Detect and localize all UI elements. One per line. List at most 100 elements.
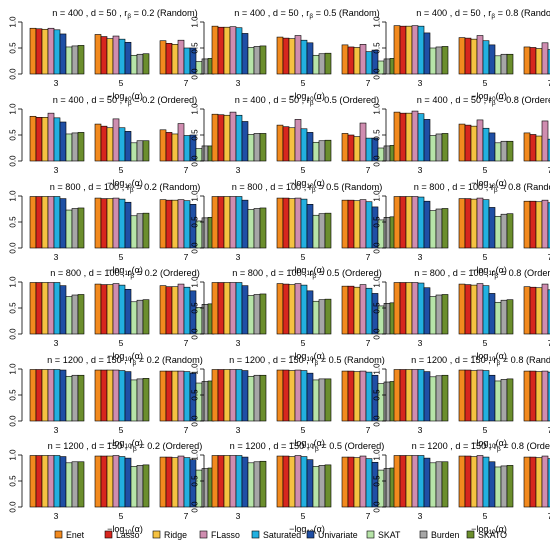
bar <box>470 198 478 249</box>
x-tick-label: 5 <box>119 511 124 521</box>
x-tick-label: 5 <box>483 252 488 262</box>
x-tick-label: 3 <box>54 252 59 262</box>
bar <box>288 456 296 508</box>
panel-title-part: = 0.8 (Random) <box>498 182 550 192</box>
x-tick-label: 5 <box>483 338 488 348</box>
x-axis-label-part: −log <box>289 524 306 534</box>
bar <box>494 380 502 422</box>
x-tick-label: 7 <box>184 338 189 348</box>
bar <box>423 200 431 249</box>
x-axis-label: −log10(α) <box>471 178 507 190</box>
y-tick-label: 0.0 <box>9 501 18 513</box>
bar <box>399 112 407 162</box>
panel-title: n = 1200 , d = 150 , rβ = 0.5 (Random) <box>229 355 385 367</box>
bar <box>506 53 514 75</box>
bar <box>142 140 150 162</box>
x-axis-label-subscript: 10 <box>124 270 132 277</box>
bar <box>201 468 209 508</box>
bar <box>112 118 120 162</box>
panel-title-subscript: β <box>494 187 498 194</box>
bar <box>318 140 326 162</box>
y-tick-label: 0.5 <box>191 475 200 487</box>
bar <box>35 455 43 508</box>
bar <box>29 196 37 249</box>
y-tick-label: 1.0 <box>191 16 200 28</box>
bar <box>35 117 43 162</box>
bar <box>377 383 385 422</box>
bar <box>165 286 173 335</box>
y-tick-label: 1.0 <box>373 16 382 28</box>
bar <box>423 32 431 75</box>
bar <box>324 298 332 335</box>
panel: n = 400 , d = 50 , rβ = 0.8 (Random)0.00… <box>373 8 550 103</box>
bar <box>223 26 231 75</box>
bar <box>476 197 484 249</box>
bar <box>195 382 203 422</box>
y-tick-label: 1.0 <box>9 276 18 288</box>
bar <box>136 53 144 75</box>
bar <box>130 54 138 75</box>
panel-title-subscript: β <box>310 100 314 107</box>
bar <box>124 288 132 335</box>
bar <box>506 213 514 249</box>
bar <box>500 213 508 249</box>
panel-title-part: n = 400 , d = 50 , r <box>53 95 128 105</box>
x-tick-label: 5 <box>119 425 124 435</box>
panel-title-subscript: β <box>130 187 134 194</box>
bar <box>235 196 243 249</box>
bar <box>353 47 361 75</box>
y-tick-label: 0.0 <box>191 242 200 254</box>
bar <box>441 374 449 422</box>
panel-title-subscript: β <box>496 360 500 367</box>
bar <box>324 378 332 422</box>
bar <box>318 53 326 75</box>
bar <box>276 369 284 422</box>
panel-title-subscript: β <box>492 100 496 107</box>
bar <box>312 300 320 335</box>
bar <box>171 44 179 75</box>
bar <box>106 198 114 249</box>
bar <box>294 283 302 335</box>
y-tick-label: 1.0 <box>373 190 382 202</box>
bar <box>393 25 401 75</box>
bar <box>183 286 191 335</box>
panel-title: n = 800 , d = 100 , rβ = 0.8 (Ordered) <box>414 268 550 280</box>
bar <box>423 371 431 422</box>
bar <box>53 282 61 335</box>
x-axis-label: −log10(α) <box>107 265 143 277</box>
x-tick-label: 5 <box>119 78 124 88</box>
bar <box>405 25 413 75</box>
panel: n = 1200 , d = 150 , rβ = 0.5 (Ordered) 0… <box>191 441 397 536</box>
bar <box>365 137 373 162</box>
panel-title-subscript: β <box>309 13 313 20</box>
x-tick-label: 3 <box>418 78 423 88</box>
bar <box>53 29 61 75</box>
bar <box>100 125 108 162</box>
bar <box>259 293 267 335</box>
bar <box>399 196 407 249</box>
bar <box>165 456 173 508</box>
panel-title-part: n = 800 , d = 100 , r <box>232 182 312 192</box>
y-tick-label: 0.0 <box>373 242 382 254</box>
x-axis-label-subscript: 10 <box>488 529 496 536</box>
bar <box>217 455 225 508</box>
y-tick-label: 0.0 <box>9 68 18 80</box>
panel-title-part: n = 1200 , d = 150 , r <box>412 441 497 451</box>
y-tick-label: 1.0 <box>191 103 200 115</box>
bar <box>211 369 219 422</box>
bar <box>142 464 150 508</box>
y-tick-label: 0.0 <box>191 68 200 80</box>
x-axis-label-part: −log <box>471 91 488 101</box>
panel-title: n = 1200 , d = 150 , rβ = 0.2 (Ordered) <box>48 441 203 453</box>
bar <box>130 301 138 335</box>
x-axis-label-part: −log <box>107 265 124 275</box>
y-tick-label: 1.0 <box>373 276 382 288</box>
bar <box>171 286 179 335</box>
x-tick-label: 7 <box>184 78 189 88</box>
bar <box>235 455 243 508</box>
legend-label: SKATO <box>478 530 507 540</box>
bar <box>429 462 437 508</box>
panel: n = 1200 , d = 150 , rβ = 0.2 (Random)0.… <box>9 355 215 450</box>
bar <box>435 46 443 75</box>
bar <box>171 370 179 422</box>
